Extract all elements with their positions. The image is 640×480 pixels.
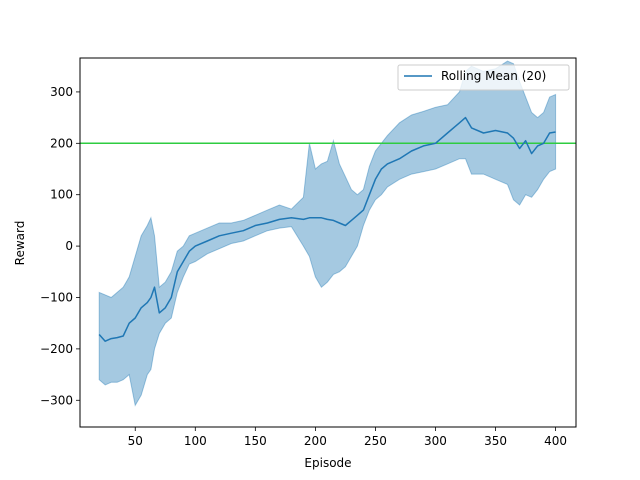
x-tick-label: 350	[484, 434, 507, 448]
legend: Rolling Mean (20)	[397, 64, 570, 91]
y-axis-ticks: −300 −200 −100 0 100 200 300	[40, 85, 80, 407]
std-band-layer	[98, 60, 557, 407]
plot-area-frame	[79, 57, 577, 428]
x-tick-label: 150	[244, 434, 267, 448]
x-axis-ticks: 50 100 150 200 250 300 350 400	[128, 427, 567, 448]
y-tick-label: 300	[50, 85, 73, 99]
x-tick-label: 250	[364, 434, 387, 448]
legend-frame	[397, 64, 570, 91]
x-tick-label: 300	[424, 434, 447, 448]
std-band	[98, 60, 557, 407]
x-tick-label: 200	[304, 434, 327, 448]
y-tick-label: 0	[65, 239, 73, 253]
rolling-mean-layer	[98, 116, 556, 342]
x-tick-label: 50	[128, 434, 143, 448]
y-tick-label: −100	[40, 290, 73, 304]
y-tick-label: 200	[50, 136, 73, 150]
y-tick-label: −300	[40, 393, 73, 407]
y-axis-label: Reward	[13, 221, 27, 266]
x-tick-label: 400	[544, 434, 567, 448]
legend-label: Rolling Mean (20)	[441, 69, 546, 83]
y-tick-label: −200	[40, 342, 73, 356]
y-tick-label: 100	[50, 188, 73, 202]
x-axis-label: Episode	[304, 456, 351, 470]
rolling-mean-line	[98, 116, 556, 342]
x-tick-label: 100	[184, 434, 207, 448]
